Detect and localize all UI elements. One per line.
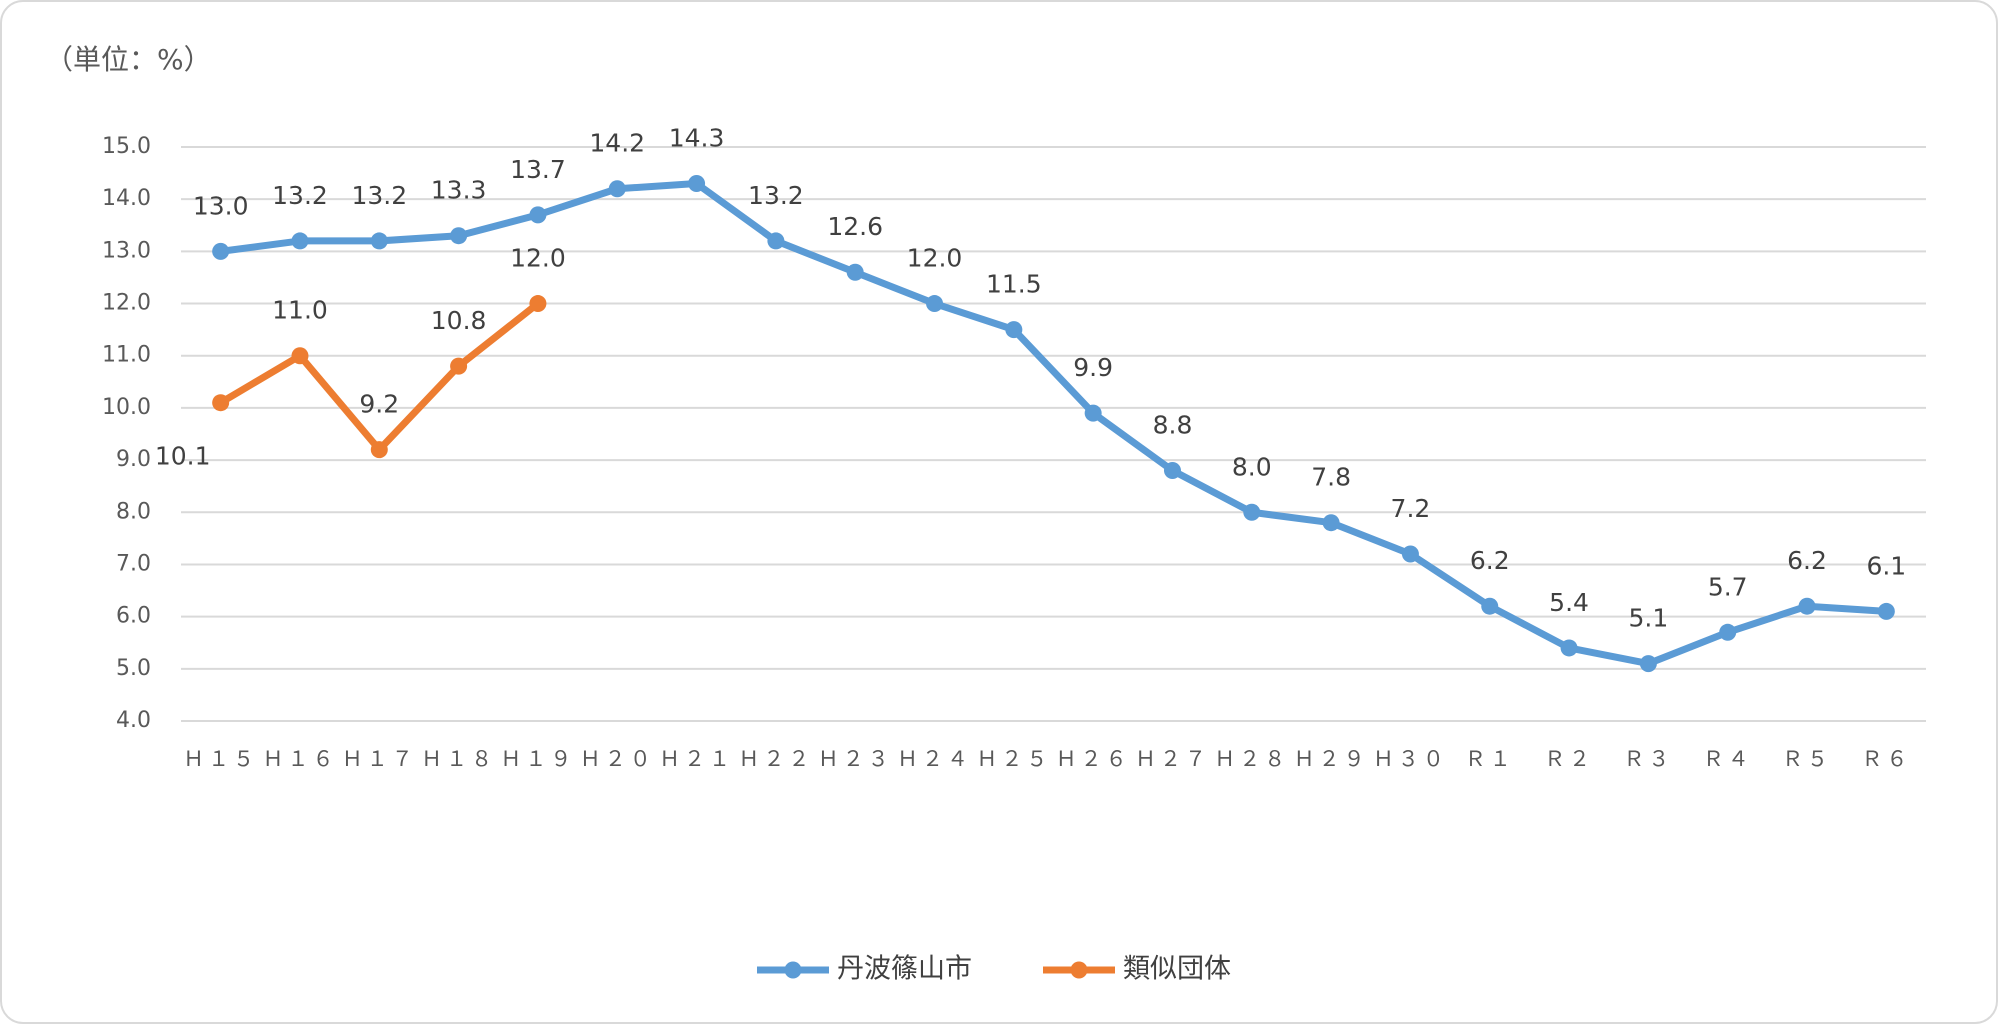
data-point xyxy=(529,206,547,224)
legend-label: 丹波篠山市 xyxy=(837,954,972,985)
x-tick-label: Ｈ１９ xyxy=(500,747,575,771)
data-point xyxy=(1005,321,1023,339)
series-line xyxy=(220,180,1887,668)
data-label: 10.8 xyxy=(431,306,487,335)
data-label: 7.2 xyxy=(1391,494,1431,523)
y-tick-label: 9.0 xyxy=(116,447,151,472)
y-tick-label: 8.0 xyxy=(116,499,151,524)
x-tick-label: Ｒ１ xyxy=(1465,747,1515,771)
y-tick-label: 7.0 xyxy=(116,551,151,576)
data-label: 11.0 xyxy=(272,296,328,325)
data-point xyxy=(1639,655,1657,673)
data-label: 5.7 xyxy=(1708,572,1748,601)
data-point xyxy=(846,263,864,281)
data-label: 8.8 xyxy=(1153,411,1193,440)
data-point xyxy=(370,232,388,250)
data-point xyxy=(1084,404,1102,422)
x-tick-label: Ｈ２４ xyxy=(897,747,972,771)
data-label: 6.2 xyxy=(1787,546,1827,575)
x-tick-label: Ｈ１５ xyxy=(183,747,258,771)
data-point xyxy=(529,295,547,313)
x-tick-label: Ｈ２８ xyxy=(1214,747,1289,771)
data-point xyxy=(291,232,309,250)
data-label: 5.4 xyxy=(1549,588,1589,617)
x-tick-label: Ｒ３ xyxy=(1623,747,1673,771)
data-point xyxy=(608,180,626,198)
data-point xyxy=(926,295,944,313)
data-point xyxy=(212,394,230,412)
y-tick-label: 4.0 xyxy=(116,708,151,733)
data-label: 6.1 xyxy=(1866,551,1906,580)
y-tick-label: 10.0 xyxy=(102,395,151,420)
data-point xyxy=(1798,597,1816,615)
data-label: 14.2 xyxy=(589,129,645,158)
x-tick-label: Ｒ５ xyxy=(1782,747,1832,771)
y-tick-label: 5.0 xyxy=(116,656,151,681)
data-label: 14.3 xyxy=(669,124,725,153)
y-tick-label: 14.0 xyxy=(102,186,151,211)
data-label: 13.3 xyxy=(431,176,487,205)
y-tick-label: 11.0 xyxy=(102,343,151,368)
data-label: 13.7 xyxy=(510,155,566,184)
data-point xyxy=(450,227,468,245)
x-tick-label: Ｈ２７ xyxy=(1135,747,1210,771)
data-label: 12.0 xyxy=(907,244,963,273)
data-label: 5.1 xyxy=(1629,604,1669,633)
data-point xyxy=(1322,514,1340,532)
x-tick-label: Ｈ２１ xyxy=(659,747,734,771)
legend-marker xyxy=(784,961,802,979)
legend-marker xyxy=(1070,961,1088,979)
x-tick-label: Ｈ２０ xyxy=(580,747,655,771)
data-point xyxy=(1163,462,1181,480)
y-tick-label: 12.0 xyxy=(102,291,151,316)
data-point xyxy=(1481,597,1499,615)
x-tick-label: Ｒ２ xyxy=(1544,747,1594,771)
data-label: 6.2 xyxy=(1470,546,1510,575)
x-tick-label: Ｈ２９ xyxy=(1294,747,1369,771)
x-tick-label: Ｈ３０ xyxy=(1373,747,1448,771)
data-label: 13.2 xyxy=(351,181,407,210)
y-tick-label: 15.0 xyxy=(102,134,151,159)
data-label: 12.6 xyxy=(827,212,883,241)
data-label: 9.9 xyxy=(1073,353,1113,382)
x-tick-label: Ｒ６ xyxy=(1861,747,1911,771)
data-point xyxy=(212,242,230,260)
data-point xyxy=(291,347,309,365)
x-tick-label: Ｈ２５ xyxy=(976,747,1051,771)
data-point xyxy=(1401,545,1419,563)
data-label: 13.2 xyxy=(748,181,804,210)
data-label: 13.0 xyxy=(193,191,249,220)
unit-label: （単位：%） xyxy=(45,43,212,76)
x-tick-label: Ｈ２２ xyxy=(738,747,813,771)
data-label: 8.0 xyxy=(1232,452,1272,481)
x-tick-label: Ｈ１６ xyxy=(262,747,337,771)
data-point xyxy=(450,357,468,375)
data-point xyxy=(688,175,706,193)
data-point xyxy=(370,441,388,459)
data-point xyxy=(1719,623,1737,641)
data-label: 9.2 xyxy=(359,390,399,419)
legend-label: 類似団体 xyxy=(1123,954,1231,985)
x-tick-label: Ｈ２６ xyxy=(1056,747,1131,771)
y-tick-label: 13.0 xyxy=(102,238,151,263)
data-point xyxy=(767,232,785,250)
x-tick-label: Ｈ１８ xyxy=(421,747,496,771)
data-label: 7.8 xyxy=(1311,463,1351,492)
y-tick-label: 6.0 xyxy=(116,604,151,629)
data-label: 13.2 xyxy=(272,181,328,210)
data-label: 10.1 xyxy=(155,442,211,471)
data-point xyxy=(1877,602,1895,620)
data-point xyxy=(1243,503,1261,521)
x-tick-label: Ｈ１７ xyxy=(342,747,417,771)
data-point xyxy=(1560,639,1578,657)
x-tick-label: Ｈ２３ xyxy=(818,747,893,771)
data-label: 12.0 xyxy=(510,244,566,273)
data-label: 11.5 xyxy=(986,270,1042,299)
x-tick-label: Ｒ４ xyxy=(1703,747,1753,771)
